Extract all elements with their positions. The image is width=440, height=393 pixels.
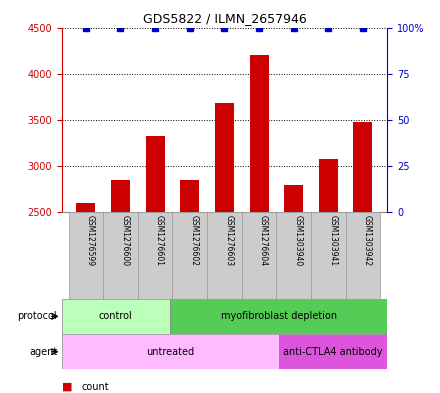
Text: GSM1276599: GSM1276599 <box>86 215 95 266</box>
Text: untreated: untreated <box>146 347 194 357</box>
Bar <box>276 212 311 299</box>
Bar <box>69 212 103 299</box>
Text: GSM1303942: GSM1303942 <box>363 215 372 266</box>
Bar <box>242 212 276 299</box>
Title: GDS5822 / ILMN_2657946: GDS5822 / ILMN_2657946 <box>143 12 306 25</box>
Text: GSM1276601: GSM1276601 <box>155 215 164 266</box>
Bar <box>311 212 346 299</box>
Bar <box>76 203 95 212</box>
Bar <box>249 55 268 212</box>
Text: anti-CTLA4 antibody: anti-CTLA4 antibody <box>283 347 383 357</box>
Bar <box>172 212 207 299</box>
Bar <box>353 122 373 212</box>
Text: GSM1276604: GSM1276604 <box>259 215 268 266</box>
Bar <box>207 212 242 299</box>
Bar <box>146 136 165 212</box>
Bar <box>170 299 387 334</box>
Bar <box>180 180 199 212</box>
Bar <box>62 299 170 334</box>
Bar <box>319 159 338 212</box>
Bar <box>284 184 303 212</box>
Bar <box>279 334 387 369</box>
Text: agent: agent <box>29 347 57 357</box>
Text: GSM1276602: GSM1276602 <box>190 215 199 266</box>
Text: ■: ■ <box>62 382 72 392</box>
Text: GSM1303940: GSM1303940 <box>293 215 303 266</box>
Bar <box>346 212 380 299</box>
Text: GSM1303941: GSM1303941 <box>328 215 337 266</box>
Bar <box>138 212 172 299</box>
Text: GSM1276603: GSM1276603 <box>224 215 233 266</box>
Text: myofibroblast depletion: myofibroblast depletion <box>220 311 337 321</box>
Text: GSM1276600: GSM1276600 <box>121 215 129 266</box>
Bar <box>111 180 130 212</box>
Bar <box>215 103 234 212</box>
Bar <box>62 334 279 369</box>
Bar <box>103 212 138 299</box>
Text: protocol: protocol <box>18 311 57 321</box>
Text: count: count <box>81 382 109 392</box>
Text: control: control <box>99 311 133 321</box>
